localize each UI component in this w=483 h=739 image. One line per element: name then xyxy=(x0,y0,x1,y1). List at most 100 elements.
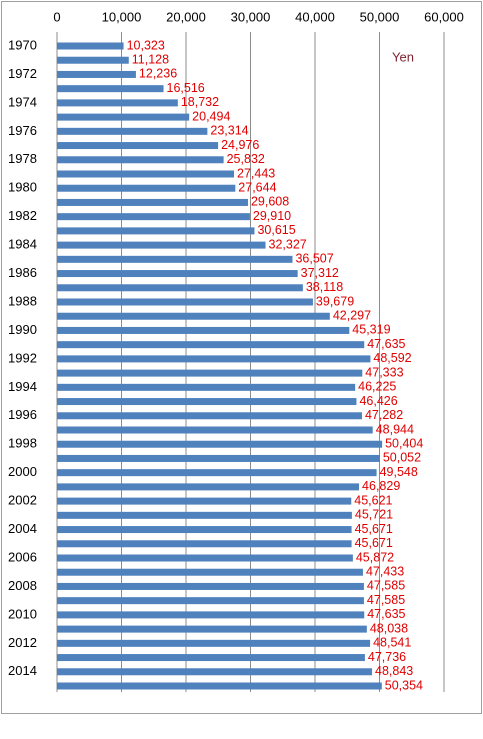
y-tick-label: 1976 xyxy=(8,123,37,138)
bar xyxy=(57,568,363,576)
bar xyxy=(57,497,352,505)
value-label: 18,732 xyxy=(181,95,219,109)
value-label: 27,644 xyxy=(238,181,276,195)
value-label: 37,312 xyxy=(301,266,339,280)
value-label: 47,635 xyxy=(367,607,405,621)
value-label: 20,494 xyxy=(192,109,230,123)
bar xyxy=(57,412,362,420)
value-label: 48,592 xyxy=(373,351,411,365)
bar xyxy=(57,270,298,278)
value-label: 39,679 xyxy=(316,294,354,308)
value-label: 47,282 xyxy=(365,408,403,422)
bar xyxy=(57,369,363,377)
value-label: 46,225 xyxy=(358,380,396,394)
x-tick-label: 0 xyxy=(53,9,60,24)
value-label: 45,621 xyxy=(354,493,392,507)
value-label: 46,426 xyxy=(359,394,397,408)
y-tick-label: 1994 xyxy=(8,379,37,394)
bar xyxy=(57,355,371,363)
value-label: 47,635 xyxy=(367,337,405,351)
value-label: 48,843 xyxy=(375,664,413,678)
value-label: 29,910 xyxy=(253,209,291,223)
value-label: 45,872 xyxy=(356,550,394,564)
y-tick-label: 2004 xyxy=(8,521,37,536)
bar xyxy=(57,483,360,491)
y-tick-label: 2014 xyxy=(8,663,37,678)
bar xyxy=(57,85,164,93)
value-label: 30,615 xyxy=(257,223,295,237)
unit-annotation: Yen xyxy=(392,49,414,64)
bar xyxy=(57,213,250,221)
bar xyxy=(57,156,224,164)
y-tick-label: 1982 xyxy=(8,208,37,223)
y-tick-label: 2010 xyxy=(8,606,37,621)
value-label: 25,832 xyxy=(227,152,265,166)
y-tick-label: 2000 xyxy=(8,464,37,479)
bar xyxy=(57,142,219,150)
bar xyxy=(57,625,367,633)
x-tick-label: 40,000 xyxy=(295,9,335,24)
y-tick-label: 2002 xyxy=(8,493,37,508)
value-label: 27,443 xyxy=(237,166,275,180)
value-label: 36,507 xyxy=(295,252,333,266)
value-label: 48,038 xyxy=(370,621,408,635)
bar xyxy=(57,255,293,263)
y-tick-label: 1970 xyxy=(8,37,37,52)
y-tick-label: 2012 xyxy=(8,635,37,650)
bar xyxy=(57,654,365,662)
bar xyxy=(57,611,365,619)
value-label: 45,671 xyxy=(355,522,393,536)
bar xyxy=(57,682,382,690)
bar xyxy=(57,42,124,50)
value-label: 50,404 xyxy=(385,437,423,451)
value-label: 50,354 xyxy=(385,678,423,692)
value-label: 47,736 xyxy=(368,650,406,664)
bar xyxy=(57,241,266,249)
value-label: 47,433 xyxy=(366,565,404,579)
y-tick-label: 1998 xyxy=(8,436,37,451)
bar xyxy=(57,170,235,178)
bar xyxy=(57,70,136,78)
bar xyxy=(57,227,255,235)
bar xyxy=(57,298,313,306)
value-label: 24,976 xyxy=(221,138,259,152)
x-tick-label: 10,000 xyxy=(102,9,142,24)
bar xyxy=(57,440,383,448)
value-label: 23,314 xyxy=(210,124,248,138)
value-label: 46,829 xyxy=(362,479,400,493)
bar xyxy=(57,326,350,334)
value-label: 47,585 xyxy=(367,593,405,607)
value-label: 12,236 xyxy=(139,67,177,81)
y-tick-label: 1990 xyxy=(8,322,37,337)
value-label: 42,297 xyxy=(333,309,371,323)
value-label: 29,608 xyxy=(251,195,289,209)
x-tick-label: 60,000 xyxy=(424,9,464,24)
bar xyxy=(57,198,248,206)
y-tick-label: 1992 xyxy=(8,350,37,365)
bar xyxy=(57,99,178,107)
bar xyxy=(57,341,365,349)
value-label: 48,944 xyxy=(376,422,414,436)
bar xyxy=(57,426,373,434)
value-label: 47,585 xyxy=(367,579,405,593)
y-tick-label: 1986 xyxy=(8,265,37,280)
bar xyxy=(57,113,190,121)
bar xyxy=(57,383,356,391)
y-tick-label: 1974 xyxy=(8,94,37,109)
bar xyxy=(57,582,364,590)
value-label: 49,548 xyxy=(380,465,418,479)
value-label: 45,319 xyxy=(352,323,390,337)
y-tick-label: 2008 xyxy=(8,578,37,593)
value-label: 48,541 xyxy=(373,636,411,650)
bar xyxy=(57,554,353,562)
value-label: 47,333 xyxy=(365,365,403,379)
x-tick-label: 30,000 xyxy=(231,9,271,24)
y-tick-label: 2006 xyxy=(8,549,37,564)
bar xyxy=(57,639,371,647)
bar xyxy=(57,284,303,292)
bar xyxy=(57,312,330,320)
bar xyxy=(57,668,373,676)
y-tick-label: 1980 xyxy=(8,180,37,195)
bar xyxy=(57,127,208,135)
